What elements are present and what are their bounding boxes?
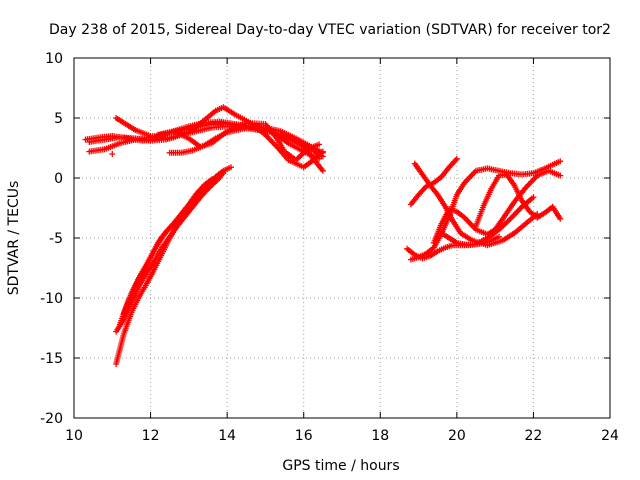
series-right-e <box>430 167 564 246</box>
series-rising-a <box>113 164 234 367</box>
series-right-f <box>473 171 564 229</box>
y-tick-label: -5 <box>49 231 63 247</box>
plot-frame <box>73 57 611 419</box>
y-tick-label: 0 <box>54 171 63 187</box>
data-point <box>319 148 326 155</box>
data-point <box>453 155 460 162</box>
y-tick-label: 10 <box>45 51 63 67</box>
data-point <box>220 170 227 177</box>
series-right-c <box>407 158 564 263</box>
y-axis-label: SDTVAR / TECUs <box>6 181 22 296</box>
series-right-d <box>404 194 537 262</box>
data-point <box>227 164 234 171</box>
data-point <box>557 158 564 165</box>
series-upper-band-a <box>86 123 326 174</box>
chart-title: Day 238 of 2015, Sidereal Day-to-day VTE… <box>49 22 611 38</box>
series-rising-d <box>120 175 223 317</box>
x-tick-label: 10 <box>65 428 83 444</box>
data-point <box>557 215 564 222</box>
data-point <box>319 167 326 174</box>
x-tick-label: 24 <box>601 428 619 444</box>
data-points <box>82 104 564 367</box>
y-tick-label: -15 <box>40 351 63 367</box>
x-tick-label: 16 <box>295 428 313 444</box>
data-point <box>530 194 537 201</box>
series-upper-isolated <box>109 151 116 157</box>
data-point <box>316 155 323 162</box>
x-tick-label: 12 <box>142 428 160 444</box>
y-tick-label: -20 <box>40 411 63 427</box>
data-point <box>557 172 564 179</box>
series-upper-band-f <box>166 123 323 162</box>
data-point <box>216 175 223 181</box>
x-axis-label: GPS time / hours <box>282 458 399 474</box>
data-point <box>495 233 502 240</box>
grid-lines <box>74 58 610 418</box>
series-right-a <box>407 155 460 208</box>
y-tick-label: 5 <box>54 111 63 127</box>
data-point <box>316 141 323 148</box>
series-right-g <box>438 230 502 249</box>
x-tick-label: 14 <box>218 428 236 444</box>
x-tick-label: 18 <box>371 428 389 444</box>
x-tick-label: 20 <box>448 428 466 444</box>
y-tick-label: -10 <box>40 291 63 307</box>
data-point <box>208 176 215 183</box>
series-rising-b <box>113 170 227 335</box>
y-tick-labels: 10 5 0 -5 -10 -15 -20 <box>40 51 63 427</box>
data-point <box>109 151 116 157</box>
x-tick-label: 22 <box>525 428 543 444</box>
x-tick-labels: 10 12 14 16 18 20 22 24 <box>65 428 619 444</box>
